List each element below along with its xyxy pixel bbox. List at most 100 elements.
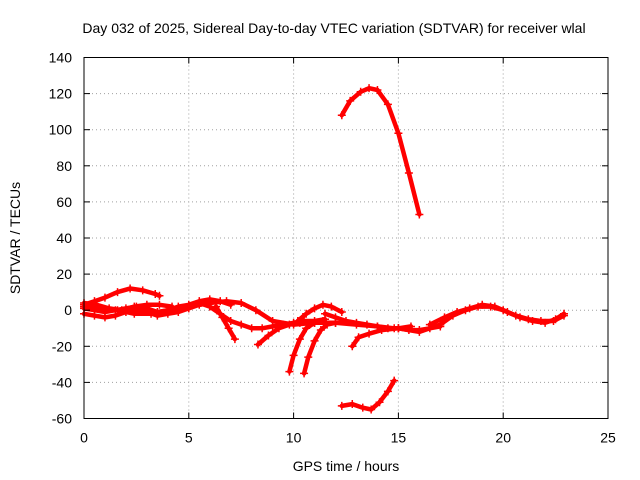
data-point bbox=[375, 398, 384, 407]
series-line bbox=[427, 302, 567, 327]
data-point bbox=[310, 304, 319, 313]
data-point bbox=[348, 400, 357, 409]
series-arc-9 bbox=[285, 317, 327, 376]
data-point bbox=[390, 376, 399, 385]
data-point bbox=[302, 324, 311, 333]
data-point bbox=[362, 320, 371, 329]
data-point bbox=[117, 306, 126, 315]
data-point bbox=[373, 85, 382, 94]
data-point bbox=[367, 405, 376, 414]
data-point bbox=[465, 304, 474, 313]
series-arc-1 bbox=[80, 284, 164, 309]
data-point bbox=[352, 318, 361, 327]
data-point bbox=[274, 324, 283, 333]
series-arc-11 bbox=[293, 300, 346, 326]
y-tick-label: -20 bbox=[52, 338, 72, 354]
data-point bbox=[151, 289, 160, 298]
data-point bbox=[559, 309, 568, 318]
data-point bbox=[436, 320, 445, 329]
data-point bbox=[247, 324, 256, 333]
data-point bbox=[318, 300, 327, 309]
series-arc-5 bbox=[80, 298, 177, 315]
data-point bbox=[226, 317, 235, 326]
data-point bbox=[264, 331, 273, 340]
data-point bbox=[285, 367, 294, 376]
data-point bbox=[230, 335, 239, 344]
data-point bbox=[138, 286, 147, 295]
series-line bbox=[322, 311, 443, 333]
y-tick-label: -40 bbox=[52, 374, 72, 390]
data-point bbox=[268, 322, 277, 331]
series-line bbox=[339, 378, 397, 412]
series-line bbox=[339, 85, 422, 217]
data-point bbox=[90, 306, 99, 315]
data-point bbox=[321, 309, 330, 318]
data-point bbox=[346, 96, 355, 105]
data-point bbox=[285, 320, 294, 329]
chart-title: Day 032 of 2025, Sidereal Day-to-day VTE… bbox=[82, 20, 585, 36]
data-point bbox=[155, 300, 164, 309]
data-point bbox=[218, 313, 227, 322]
series-arc-7 bbox=[212, 302, 239, 344]
data-point bbox=[302, 309, 311, 318]
data-point bbox=[331, 313, 340, 322]
data-point bbox=[142, 300, 151, 309]
x-tick-label: 15 bbox=[391, 430, 407, 446]
data-point bbox=[383, 387, 392, 396]
data-point bbox=[237, 320, 246, 329]
series-line bbox=[213, 304, 238, 342]
data-point bbox=[100, 293, 109, 302]
data-point bbox=[394, 324, 403, 333]
data-point bbox=[478, 300, 487, 309]
data-point bbox=[365, 84, 374, 93]
y-tick-label: 140 bbox=[49, 50, 73, 66]
data-point bbox=[404, 169, 413, 178]
data-point bbox=[377, 326, 386, 335]
series-arc-2 bbox=[80, 297, 399, 333]
y-tick-label: 80 bbox=[56, 158, 72, 174]
data-point bbox=[168, 302, 177, 311]
data-point bbox=[356, 87, 365, 96]
data-layer bbox=[80, 84, 568, 414]
data-point bbox=[126, 284, 135, 293]
data-point bbox=[425, 320, 434, 329]
data-point bbox=[490, 302, 499, 311]
data-point bbox=[293, 317, 302, 326]
data-point bbox=[515, 313, 524, 322]
data-point bbox=[440, 313, 449, 322]
data-point bbox=[226, 300, 235, 309]
data-point bbox=[184, 300, 193, 309]
data-point bbox=[212, 302, 221, 311]
data-point bbox=[354, 333, 363, 342]
series-arc-10 bbox=[300, 318, 340, 378]
y-tick-label: 120 bbox=[49, 86, 73, 102]
data-point bbox=[216, 297, 225, 306]
data-point bbox=[130, 302, 139, 311]
data-point bbox=[415, 210, 424, 219]
data-point bbox=[415, 327, 424, 336]
x-axis-label: GPS time / hours bbox=[293, 458, 400, 474]
x-tick-label: 20 bbox=[495, 430, 511, 446]
data-point bbox=[153, 308, 162, 317]
data-point bbox=[337, 111, 346, 120]
y-tick-label: 100 bbox=[49, 122, 73, 138]
series-arc-12 bbox=[321, 309, 445, 335]
data-point bbox=[365, 329, 374, 338]
y-tick-label: -60 bbox=[52, 411, 72, 427]
data-point bbox=[310, 318, 319, 327]
data-point bbox=[348, 342, 357, 351]
data-point bbox=[258, 324, 267, 333]
data-point bbox=[113, 288, 122, 297]
data-point bbox=[195, 298, 204, 307]
data-point bbox=[503, 308, 512, 317]
data-point bbox=[358, 403, 367, 412]
data-point bbox=[453, 308, 462, 317]
series-arc-17 bbox=[425, 300, 568, 329]
data-point bbox=[327, 302, 336, 311]
tick-layer: -60 -40 -20 0 20 40 60 80 100 120 140 0 5 10 15 20 25 bbox=[49, 50, 616, 446]
data-point bbox=[551, 315, 560, 324]
data-point bbox=[237, 298, 246, 307]
data-point bbox=[304, 353, 313, 362]
data-point bbox=[295, 335, 304, 344]
